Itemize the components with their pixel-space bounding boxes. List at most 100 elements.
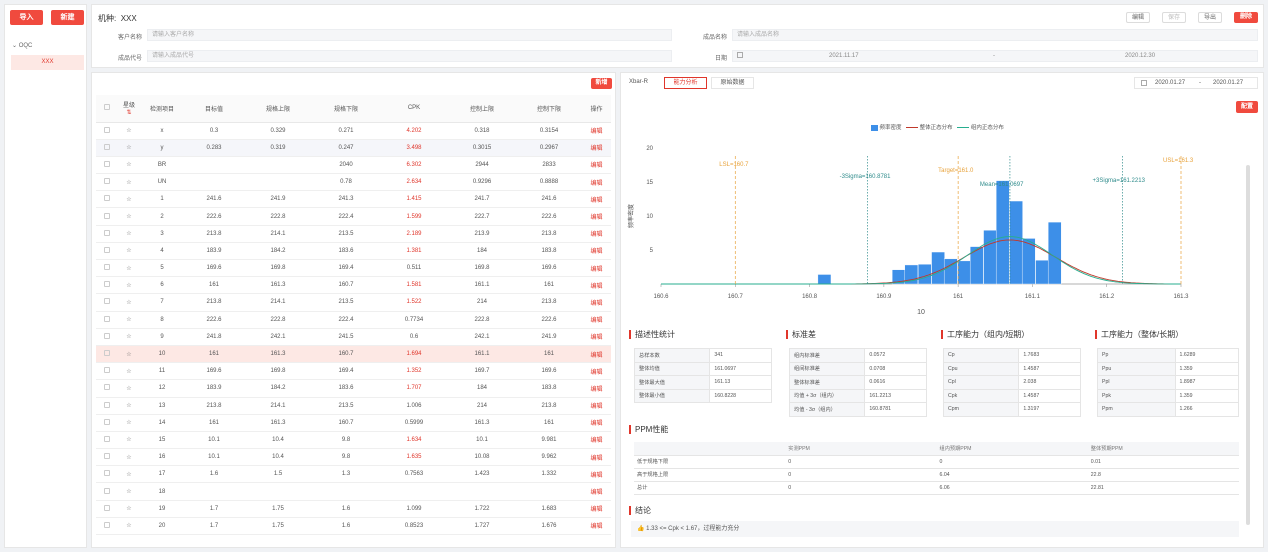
table-row[interactable]: ☆ 14 161 161.3 160.7 0.5999 161.3 161 编辑 <box>96 414 611 432</box>
edit-header-button[interactable]: 编辑 <box>1126 12 1150 23</box>
row-checkbox[interactable] <box>104 453 110 460</box>
table-row[interactable]: ☆ 12 183.9 184.2 183.6 1.707 184 183.8 编辑 <box>96 379 611 398</box>
edit-link[interactable]: 编辑 <box>582 431 611 450</box>
table-row[interactable]: ☆ 15 10.1 10.4 9.8 1.634 10.1 9.981 编辑 <box>96 431 611 450</box>
star-icon[interactable]: ☆ <box>118 500 140 518</box>
table-row[interactable]: ☆ 11 169.6 169.8 169.4 1.352 169.7 169.6 编辑 <box>96 362 611 381</box>
table-row[interactable]: ☆ x 0.3 0.329 0.271 4.202 0.318 0.3154 编辑 <box>96 122 611 140</box>
edit-link[interactable]: 编辑 <box>582 311 611 329</box>
star-icon[interactable]: ☆ <box>118 397 140 415</box>
star-icon[interactable]: ☆ <box>118 207 140 226</box>
star-icon[interactable]: ☆ <box>118 122 140 140</box>
star-icon[interactable]: ☆ <box>118 517 140 536</box>
table-row[interactable]: ☆ 3 213.8 214.1 213.5 2.189 213.9 213.8 编辑 <box>96 225 611 243</box>
table-row[interactable]: ☆ 4 183.9 184.2 183.6 1.381 184 183.8 编辑 <box>96 242 611 261</box>
edit-link[interactable]: 编辑 <box>582 156 611 175</box>
star-icon[interactable]: ☆ <box>118 225 140 243</box>
edit-link[interactable]: 编辑 <box>582 362 611 381</box>
row-checkbox[interactable] <box>104 418 110 425</box>
edit-link[interactable]: 编辑 <box>582 345 611 364</box>
edit-link[interactable]: 编辑 <box>582 276 611 295</box>
row-checkbox[interactable] <box>104 435 110 442</box>
config-button[interactable]: 配置 <box>1236 101 1258 113</box>
tree-node-oqc[interactable]: ⌄ OQC <box>12 42 32 49</box>
edit-link[interactable]: 编辑 <box>582 328 611 346</box>
chart-date-range[interactable]: 2020.01.27 - 2020.01.27 <box>1134 77 1258 89</box>
table-row[interactable]: ☆ UN 0.78 2.634 0.9296 0.8888 编辑 <box>96 173 611 192</box>
select-all-checkbox[interactable] <box>104 104 110 111</box>
row-checkbox[interactable] <box>104 246 110 253</box>
star-icon[interactable]: ☆ <box>118 431 140 450</box>
table-row[interactable]: ☆ 20 1.7 1.75 1.6 0.8523 1.727 1.676 编辑 <box>96 517 611 536</box>
row-checkbox[interactable] <box>104 384 110 391</box>
tab-raw-data[interactable]: 原始数据 <box>711 77 754 89</box>
row-checkbox[interactable] <box>104 487 110 494</box>
edit-link[interactable]: 编辑 <box>582 482 611 501</box>
table-row[interactable]: ☆ 8 222.6 222.8 222.4 0.7734 222.8 222.6 编辑 <box>96 311 611 329</box>
edit-link[interactable]: 编辑 <box>582 293 611 312</box>
customer-input[interactable]: 请输入客户名称 <box>147 29 672 41</box>
star-icon[interactable]: ☆ <box>118 345 140 364</box>
row-checkbox[interactable] <box>104 504 110 511</box>
row-checkbox[interactable] <box>104 229 110 236</box>
add-row-button[interactable]: 新增 <box>591 78 612 89</box>
import-button[interactable]: 导入 <box>10 10 43 25</box>
table-row[interactable]: ☆ 1 241.6 241.9 241.3 1.415 241.7 241.6 编辑 <box>96 190 611 209</box>
save-header-button[interactable]: 保存 <box>1162 12 1186 23</box>
star-icon[interactable]: ☆ <box>118 414 140 432</box>
star-icon[interactable]: ☆ <box>118 190 140 209</box>
table-row[interactable]: ☆ 18 编辑 <box>96 482 611 501</box>
table-row[interactable]: ☆ y 0.283 0.319 0.247 3.498 0.3015 0.2967 编辑 <box>96 139 611 157</box>
row-checkbox[interactable] <box>104 521 110 528</box>
edit-link[interactable]: 编辑 <box>582 500 611 518</box>
star-icon[interactable]: ☆ <box>118 482 140 501</box>
edit-link[interactable]: 编辑 <box>582 225 611 243</box>
table-row[interactable]: ☆ 2 222.6 222.8 222.4 1.599 222.7 222.6 编辑 <box>96 207 611 226</box>
star-icon[interactable]: ☆ <box>118 448 140 467</box>
row-checkbox[interactable] <box>104 143 110 150</box>
star-icon[interactable]: ☆ <box>118 173 140 192</box>
star-icon[interactable]: ☆ <box>118 293 140 312</box>
row-checkbox[interactable] <box>104 401 110 408</box>
edit-link[interactable]: 编辑 <box>582 379 611 398</box>
table-row[interactable]: ☆ 13 213.8 214.1 213.5 1.006 214 213.8 编辑 <box>96 397 611 415</box>
table-row[interactable]: ☆ 10 161 161.3 160.7 1.694 161.1 161 编辑 <box>96 345 611 364</box>
new-button[interactable]: 新建 <box>51 10 84 25</box>
row-checkbox[interactable] <box>104 126 110 133</box>
sort-icon[interactable]: ⇅ <box>126 110 132 117</box>
row-checkbox[interactable] <box>104 470 110 477</box>
edit-link[interactable]: 编辑 <box>582 259 611 278</box>
scrollbar[interactable] <box>1246 165 1250 525</box>
edit-link[interactable]: 编辑 <box>582 517 611 536</box>
star-icon[interactable]: ☆ <box>118 328 140 346</box>
row-checkbox[interactable] <box>104 195 110 202</box>
edit-link[interactable]: 编辑 <box>582 139 611 157</box>
edit-link[interactable]: 编辑 <box>582 207 611 226</box>
row-checkbox[interactable] <box>104 350 110 357</box>
table-row[interactable]: ☆ 17 1.6 1.5 1.3 0.7563 1.423 1.332 编辑 <box>96 465 611 484</box>
date-range-input[interactable]: 2021.11.17 - 2020.12.30 <box>732 50 1258 62</box>
table-row[interactable]: ☆ 19 1.7 1.75 1.6 1.099 1.722 1.683 编辑 <box>96 500 611 518</box>
row-checkbox[interactable] <box>104 315 110 322</box>
table-row[interactable]: ☆ BR 2040 6.302 2944 2833 编辑 <box>96 156 611 175</box>
tree-node-xxx[interactable]: XXX <box>11 55 84 70</box>
star-icon[interactable]: ☆ <box>118 156 140 175</box>
row-checkbox[interactable] <box>104 298 110 305</box>
edit-link[interactable]: 编辑 <box>582 122 611 140</box>
star-icon[interactable]: ☆ <box>118 311 140 329</box>
star-icon[interactable]: ☆ <box>118 362 140 381</box>
row-checkbox[interactable] <box>104 160 110 167</box>
star-icon[interactable]: ☆ <box>118 139 140 157</box>
row-checkbox[interactable] <box>104 178 110 185</box>
star-icon[interactable]: ☆ <box>118 465 140 484</box>
tab-capability-analysis[interactable]: 能力分析 <box>664 77 707 89</box>
row-checkbox[interactable] <box>104 281 110 288</box>
product-code-input[interactable]: 请输入成品代号 <box>147 50 672 62</box>
table-row[interactable]: ☆ 5 169.6 169.8 169.4 0.511 169.8 169.6 编辑 <box>96 259 611 278</box>
edit-link[interactable]: 编辑 <box>582 242 611 261</box>
tab-xbar-r[interactable]: Xbar-R <box>629 79 649 85</box>
table-row[interactable]: ☆ 7 213.8 214.1 213.5 1.522 214 213.8 编辑 <box>96 293 611 312</box>
row-checkbox[interactable] <box>104 332 110 339</box>
star-icon[interactable]: ☆ <box>118 242 140 261</box>
row-checkbox[interactable] <box>104 264 110 271</box>
